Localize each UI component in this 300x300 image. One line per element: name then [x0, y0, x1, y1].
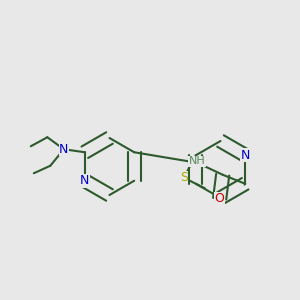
- Text: S: S: [180, 171, 188, 184]
- Text: N: N: [59, 143, 68, 156]
- Text: O: O: [215, 192, 225, 205]
- Text: NH: NH: [189, 156, 206, 166]
- Text: N: N: [80, 174, 89, 187]
- Text: N: N: [241, 149, 250, 162]
